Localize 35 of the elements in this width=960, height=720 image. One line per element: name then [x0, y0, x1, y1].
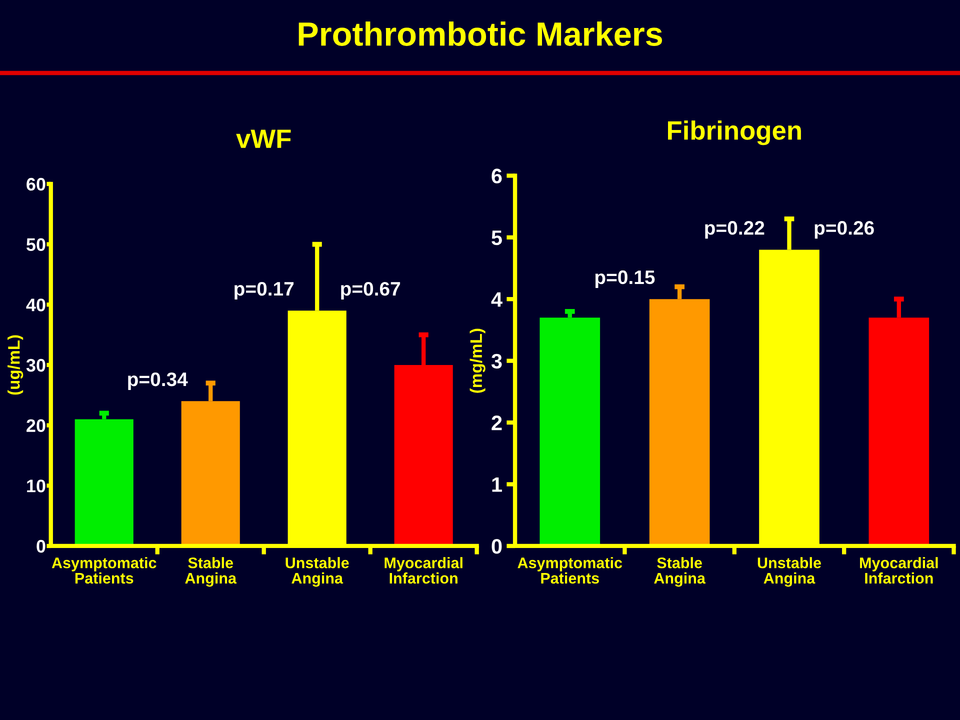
x-tick-label: Myocardial Infarction	[860, 557, 938, 584]
annotation: p=0.17	[234, 282, 294, 300]
x-tick-label: Asymptomatic Patients	[52, 557, 156, 584]
x-tick-label: Asymptomatic Patients	[518, 557, 622, 584]
annotation: p=0.34	[128, 372, 188, 390]
x-tick-label: Stable Angina	[654, 557, 706, 587]
y-tick-label: 4	[491, 292, 502, 307]
y-tick-label: 60	[26, 178, 46, 191]
annotation: p=0.26	[814, 221, 874, 239]
chart-title: Prothrombotic Markers	[298, 21, 662, 46]
annotation: p=0.15	[595, 270, 655, 288]
bar	[74, 419, 134, 546]
y-tick-label: 2	[492, 416, 502, 430]
bar	[540, 318, 600, 546]
y-tick-label: 30	[26, 358, 46, 372]
x-tick-label: Unstable Angina	[758, 557, 821, 587]
chart-subtitle: Fibrinogen	[668, 120, 801, 146]
y-tick-label: 1	[492, 477, 502, 492]
y-tick-label: 6	[492, 168, 502, 184]
y-tick-label: 0	[36, 540, 46, 553]
annotation: p=0.67	[341, 282, 400, 300]
y-tick-label: 50	[26, 238, 46, 252]
x-tick-label: Myocardial Infarction	[384, 557, 462, 584]
y-tick-label: 20	[26, 419, 46, 432]
y-axis-title: (mg/mL)	[470, 328, 486, 393]
y-axis-title: (ug/mL)	[8, 335, 24, 395]
y-tick-label: 3	[491, 354, 502, 369]
y-tick-label: 0	[492, 538, 502, 554]
y-tick-label: 40	[26, 298, 46, 312]
x-tick-label: Unstable Angina	[286, 557, 349, 587]
chart-subtitle: vWF	[236, 130, 291, 148]
x-tick-label: Stable Angina	[185, 557, 237, 587]
y-tick-label: 10	[27, 480, 46, 492]
annotation: p=0.22	[705, 221, 764, 239]
y-tick-label: 5	[492, 230, 502, 246]
